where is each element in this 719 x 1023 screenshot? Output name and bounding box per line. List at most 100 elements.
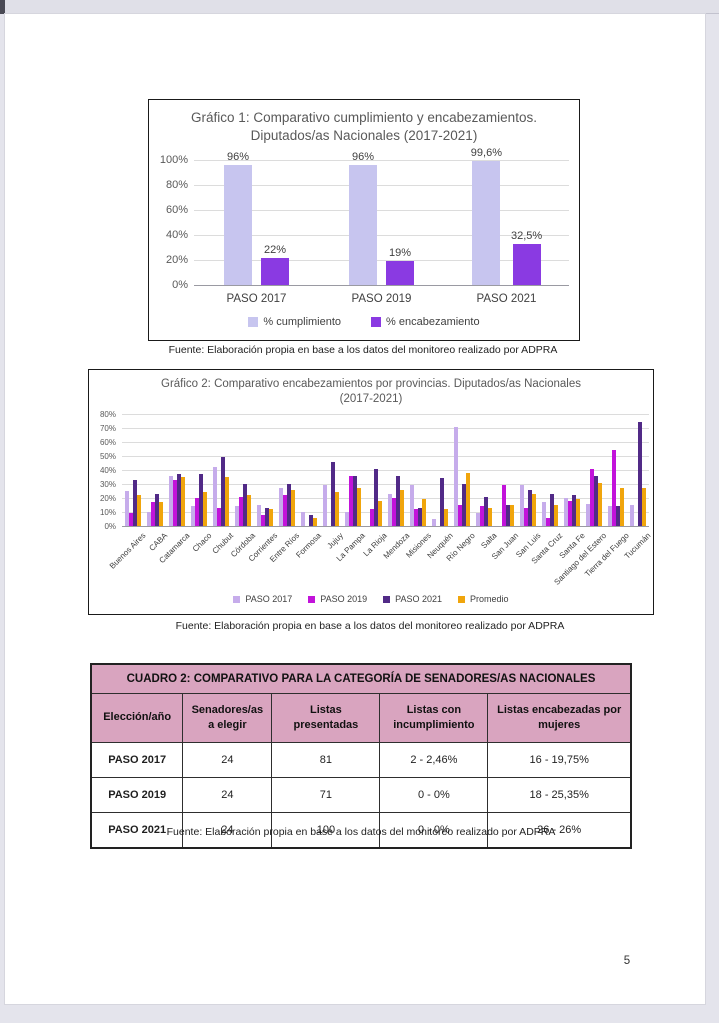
bar (440, 478, 445, 526)
bar (330, 461, 335, 526)
gridline (122, 498, 649, 499)
chart-1-plot-area: 100% 80% 60% 40% 20% 0% 96% 22% 96% 19% 99,6% 32,5% (160, 147, 569, 291)
bar (286, 484, 291, 526)
bar (374, 468, 379, 526)
table-cell: 2 - 2,46% (379, 742, 489, 778)
chart-1-source-caption: Fuente: Elaboración propia en base a los… (168, 344, 558, 356)
legend-swatch (371, 317, 382, 327)
bar-group (627, 414, 649, 526)
bar-group (363, 414, 385, 526)
chart-1-title-line1: Gráfico 1: Comparativo cumplimiento y en… (191, 110, 537, 125)
bar (400, 489, 405, 526)
chart-2-plot-area: 80% 70% 60% 50% 40% 30% 20% 10% 0% (100, 410, 649, 531)
bar-group (605, 414, 627, 526)
bar (510, 505, 515, 526)
bar-group (429, 414, 451, 526)
y-tick-label: 70% (99, 424, 116, 433)
bar (462, 484, 467, 526)
bar (300, 512, 305, 526)
bar (202, 492, 207, 526)
bar (176, 474, 181, 526)
legend-item: PASO 2021 (383, 594, 442, 604)
bar-groups (122, 414, 649, 526)
table-row-header: PASO 2017 (90, 742, 184, 778)
bar (550, 493, 555, 526)
table-header-row: Elección/año Senadores/as a elegir Listas … (90, 693, 632, 743)
bar-group (451, 414, 473, 526)
gridline (194, 185, 569, 186)
legend-label: % cumplimiento (263, 316, 342, 328)
legend-label: % encabezamiento (386, 316, 480, 328)
bar-group: 96% 22% (194, 151, 319, 285)
gridline (194, 210, 569, 211)
chart-2-title-line1: Gráfico 2: Comparativo encabezamientos p… (161, 378, 581, 390)
table-title: CUADRO 2: COMPARATIVO PARA LA CATEGORÍA … (90, 663, 632, 694)
gridline (122, 456, 649, 457)
bar (564, 498, 569, 526)
y-tick-label: 60% (165, 204, 188, 216)
chart-1-title: Gráfico 1: Comparativo cumplimiento y en… (149, 100, 579, 144)
chart-1-title-line2: Diputados/as Nacionales (2017-2021) (250, 127, 478, 143)
bar (352, 475, 357, 526)
bar-group: 96% 19% (319, 151, 444, 285)
bar (480, 506, 485, 526)
x-category-label: Chaco (190, 531, 214, 554)
bar-group (188, 414, 210, 526)
table-column-header: Elección/año (90, 693, 184, 743)
x-category-label: PASO 2017 (226, 293, 287, 305)
gridline (194, 160, 569, 161)
y-tick-label: 60% (99, 438, 116, 447)
page-number: 5 (623, 955, 631, 967)
bar-value-label: 19% (388, 247, 412, 260)
bar-group (561, 414, 583, 526)
bar-group (539, 414, 561, 526)
bar (260, 514, 265, 526)
bar (132, 479, 137, 526)
bar (488, 507, 493, 526)
bar (190, 506, 195, 526)
chart-2-title-line2: (2017-2021) (339, 392, 403, 405)
legend-label: PASO 2021 (395, 594, 443, 604)
bar-value-label: 96% (226, 151, 250, 163)
y-tick-label: 30% (99, 480, 116, 489)
bar (476, 513, 481, 526)
bar (629, 505, 634, 526)
bar (396, 475, 401, 526)
table-cell: 18 - 25,35% (487, 777, 632, 813)
document-page: Gráfico 1: Comparativo cumplimiento y en… (5, 14, 705, 1004)
bar (512, 244, 541, 285)
bar (172, 479, 177, 526)
legend-swatch (248, 317, 259, 327)
bar (466, 472, 471, 526)
bar-value-label: 99,6% (470, 146, 502, 159)
bar-value-label: 32,5% (511, 230, 543, 243)
bar (615, 506, 620, 526)
table-column-header: Listas con incumplimiento (379, 693, 489, 743)
bar (128, 513, 133, 526)
bar-group (276, 414, 298, 526)
bar (238, 496, 243, 526)
bar (224, 165, 252, 285)
table-cell: 26 - 26% (487, 812, 632, 849)
table-row: PASO 2017 24 81 2 - 2,46% 16 - 19,75% (90, 742, 632, 778)
y-tick-label: 80% (99, 410, 116, 419)
bar (414, 509, 419, 526)
table-cell: 24 (182, 812, 273, 849)
bar (242, 484, 247, 526)
table-source-caption: Fuente: Elaboración propia en base a los… (166, 826, 556, 838)
bar (585, 503, 590, 526)
legend-label: Promedio (470, 594, 509, 604)
bar (554, 505, 559, 526)
bar (194, 498, 199, 526)
legend-swatch (233, 595, 241, 603)
table-column-header: Senadores/as a elegir (182, 693, 273, 743)
table-row-header: PASO 2021 (90, 812, 184, 849)
bar (261, 257, 289, 285)
x-category-label: PASO 2021 (476, 293, 537, 305)
y-tick-label: 40% (165, 229, 188, 241)
bar (458, 505, 463, 526)
gridline (194, 260, 569, 261)
bar (124, 491, 129, 526)
bar-group (210, 414, 232, 526)
